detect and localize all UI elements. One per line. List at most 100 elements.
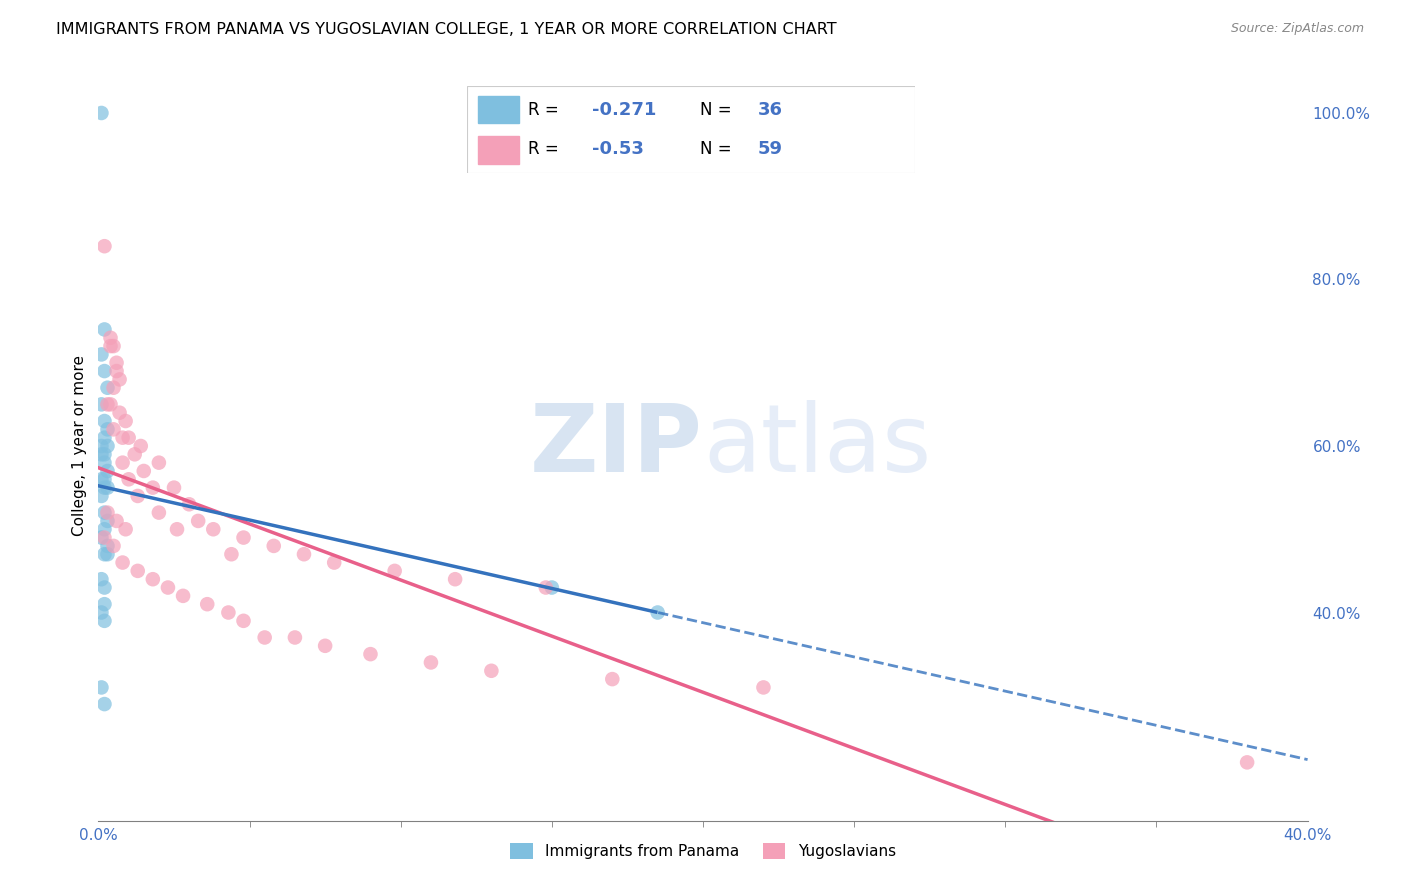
Point [108, 406, 131, 420]
Point [93, 597, 115, 611]
Point [93, 481, 115, 495]
Point [232, 531, 254, 545]
Point [93, 522, 115, 536]
Point [221, 547, 243, 561]
Point [90, 439, 112, 453]
Point [93, 239, 115, 253]
Point [292, 547, 315, 561]
Point [93, 414, 115, 428]
Point [132, 464, 155, 478]
Point [93, 472, 115, 486]
Point [93, 531, 115, 545]
Point [103, 339, 125, 353]
Legend: Immigrants from Panama, Yugoslavians: Immigrants from Panama, Yugoslavians [505, 838, 901, 865]
Point [124, 447, 146, 461]
Point [187, 514, 209, 528]
Point [172, 589, 194, 603]
Point [444, 572, 467, 586]
Point [105, 356, 128, 370]
Point [1236, 756, 1258, 770]
Point [647, 606, 669, 620]
Point [540, 581, 562, 595]
Point [100, 331, 122, 345]
Point [93, 697, 115, 711]
Point [96, 514, 118, 528]
Point [100, 339, 122, 353]
Point [420, 656, 443, 670]
Point [602, 672, 624, 686]
Point [90, 397, 112, 411]
Text: ZIP: ZIP [530, 400, 703, 492]
Point [105, 514, 128, 528]
Point [103, 422, 125, 436]
Point [232, 614, 254, 628]
Point [129, 439, 152, 453]
Point [202, 522, 225, 536]
Point [179, 497, 201, 511]
Point [93, 431, 115, 445]
Point [127, 564, 149, 578]
Point [118, 431, 141, 445]
Point [90, 347, 112, 361]
Point [384, 564, 406, 578]
Point [90, 531, 112, 545]
Point [96, 439, 118, 453]
Point [148, 456, 170, 470]
Point [93, 547, 115, 561]
Point [90, 606, 112, 620]
Point [118, 472, 141, 486]
Text: IMMIGRANTS FROM PANAMA VS YUGOSLAVIAN COLLEGE, 1 YEAR OR MORE CORRELATION CHART: IMMIGRANTS FROM PANAMA VS YUGOSLAVIAN CO… [56, 22, 837, 37]
Point [284, 631, 307, 645]
Point [163, 481, 186, 495]
Point [93, 506, 115, 520]
Point [127, 489, 149, 503]
Point [90, 681, 112, 695]
Point [111, 431, 134, 445]
Point [93, 322, 115, 336]
Y-axis label: College, 1 year or more: College, 1 year or more [72, 356, 87, 536]
Point [96, 481, 118, 495]
Point [263, 539, 285, 553]
Point [217, 606, 239, 620]
Point [148, 506, 170, 520]
Point [93, 456, 115, 470]
Point [96, 464, 118, 478]
Point [534, 581, 557, 595]
Point [90, 572, 112, 586]
Point [103, 381, 125, 395]
Point [93, 364, 115, 378]
Text: Source: ZipAtlas.com: Source: ZipAtlas.com [1230, 22, 1364, 36]
Point [111, 456, 134, 470]
Point [90, 106, 112, 120]
Point [105, 364, 128, 378]
Point [90, 447, 112, 461]
Point [96, 397, 118, 411]
Point [93, 447, 115, 461]
Point [195, 597, 218, 611]
Point [360, 647, 382, 661]
Point [108, 372, 131, 386]
Point [114, 522, 136, 536]
Point [253, 631, 276, 645]
Point [323, 556, 346, 570]
Point [90, 489, 112, 503]
Point [96, 422, 118, 436]
Point [93, 614, 115, 628]
Point [100, 397, 122, 411]
Point [103, 539, 125, 553]
Point [156, 581, 179, 595]
Point [93, 581, 115, 595]
Point [96, 506, 118, 520]
Point [166, 522, 188, 536]
Point [114, 414, 136, 428]
Point [142, 572, 165, 586]
Point [96, 539, 118, 553]
Point [96, 381, 118, 395]
Point [314, 639, 336, 653]
Text: atlas: atlas [703, 400, 931, 492]
Point [142, 481, 165, 495]
Point [111, 556, 134, 570]
Point [481, 664, 503, 678]
Point [752, 681, 775, 695]
Point [90, 472, 112, 486]
